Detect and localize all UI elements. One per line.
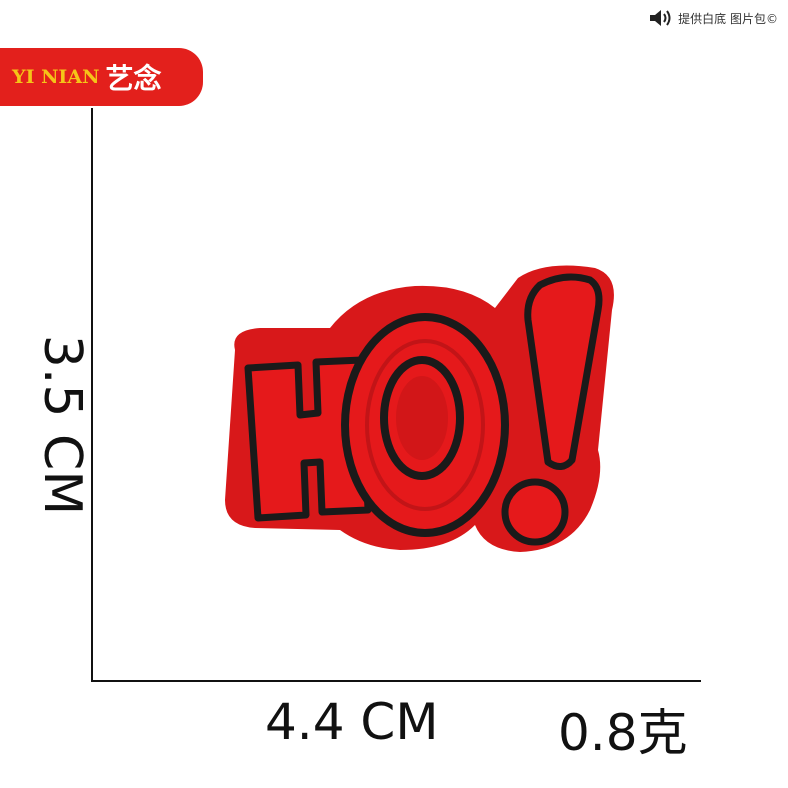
letter-o <box>341 313 509 537</box>
brand-logo: YI NIAN 艺念 <box>0 48 203 106</box>
exclamation-mark <box>501 273 603 546</box>
width-label: 4.4 CM <box>265 693 439 751</box>
width-axis-line <box>91 680 701 682</box>
height-axis-line <box>91 108 93 682</box>
watermark: 提供白底 图片包© <box>648 8 778 28</box>
brand-cjk: 艺念 <box>105 62 162 95</box>
height-label: 3.5 CM <box>32 334 92 516</box>
speaker-icon <box>650 10 671 26</box>
ho-patch-image <box>225 265 614 552</box>
watermark-text: 提供白底 图片包© <box>678 11 778 26</box>
letter-h <box>244 356 372 522</box>
brand-latin: YI NIAN <box>12 66 100 88</box>
weight-label: 0.8克 <box>558 704 688 762</box>
